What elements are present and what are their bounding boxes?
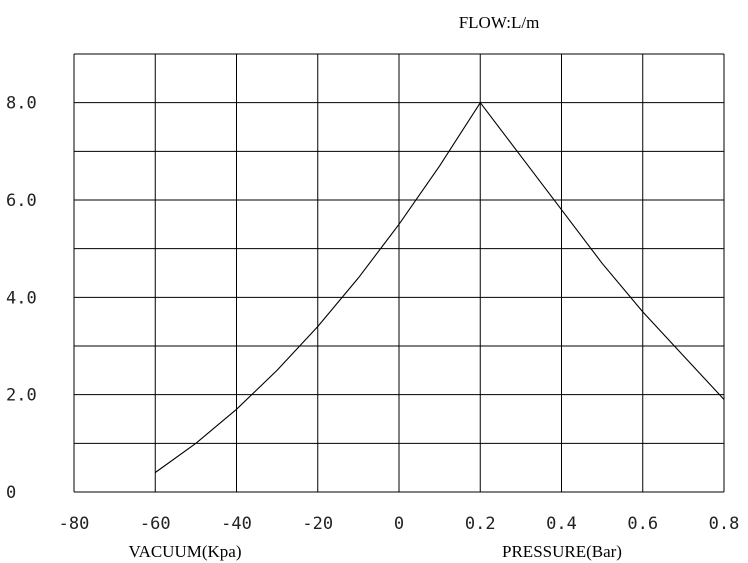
grid xyxy=(73,53,725,493)
y-tick-label: 8.0 xyxy=(6,94,37,114)
x-axis-label-pressure: PRESSURE(Bar) xyxy=(502,542,622,561)
y-tick-labels: 0 2.0 4.0 6.0 8.0 xyxy=(6,94,37,503)
x-tick-label: 0.6 xyxy=(627,514,658,534)
x-tick-label: -20 xyxy=(302,514,333,534)
x-axis-label-vacuum: VACUUM(Kpa) xyxy=(128,542,241,561)
chart-title: FLOW:L/m xyxy=(459,13,540,32)
x-tick-label: 0.8 xyxy=(709,514,740,534)
y-tick-label: 2.0 xyxy=(6,386,37,406)
x-tick-label: -40 xyxy=(221,514,252,534)
x-tick-labels: -80 -60 -40 -20 0 0.2 0.4 0.6 0.8 xyxy=(59,514,740,534)
x-tick-label: 0 xyxy=(394,514,404,534)
y-tick-label: 4.0 xyxy=(6,288,37,308)
flow-curve-line xyxy=(154,101,725,473)
y-tick-label: 6.0 xyxy=(6,191,37,211)
x-tick-label: -60 xyxy=(140,514,171,534)
x-tick-label: -80 xyxy=(59,514,90,534)
x-tick-label: 0.2 xyxy=(465,514,496,534)
y-tick-label: 0 xyxy=(6,483,16,503)
x-tick-label: 0.4 xyxy=(546,514,577,534)
